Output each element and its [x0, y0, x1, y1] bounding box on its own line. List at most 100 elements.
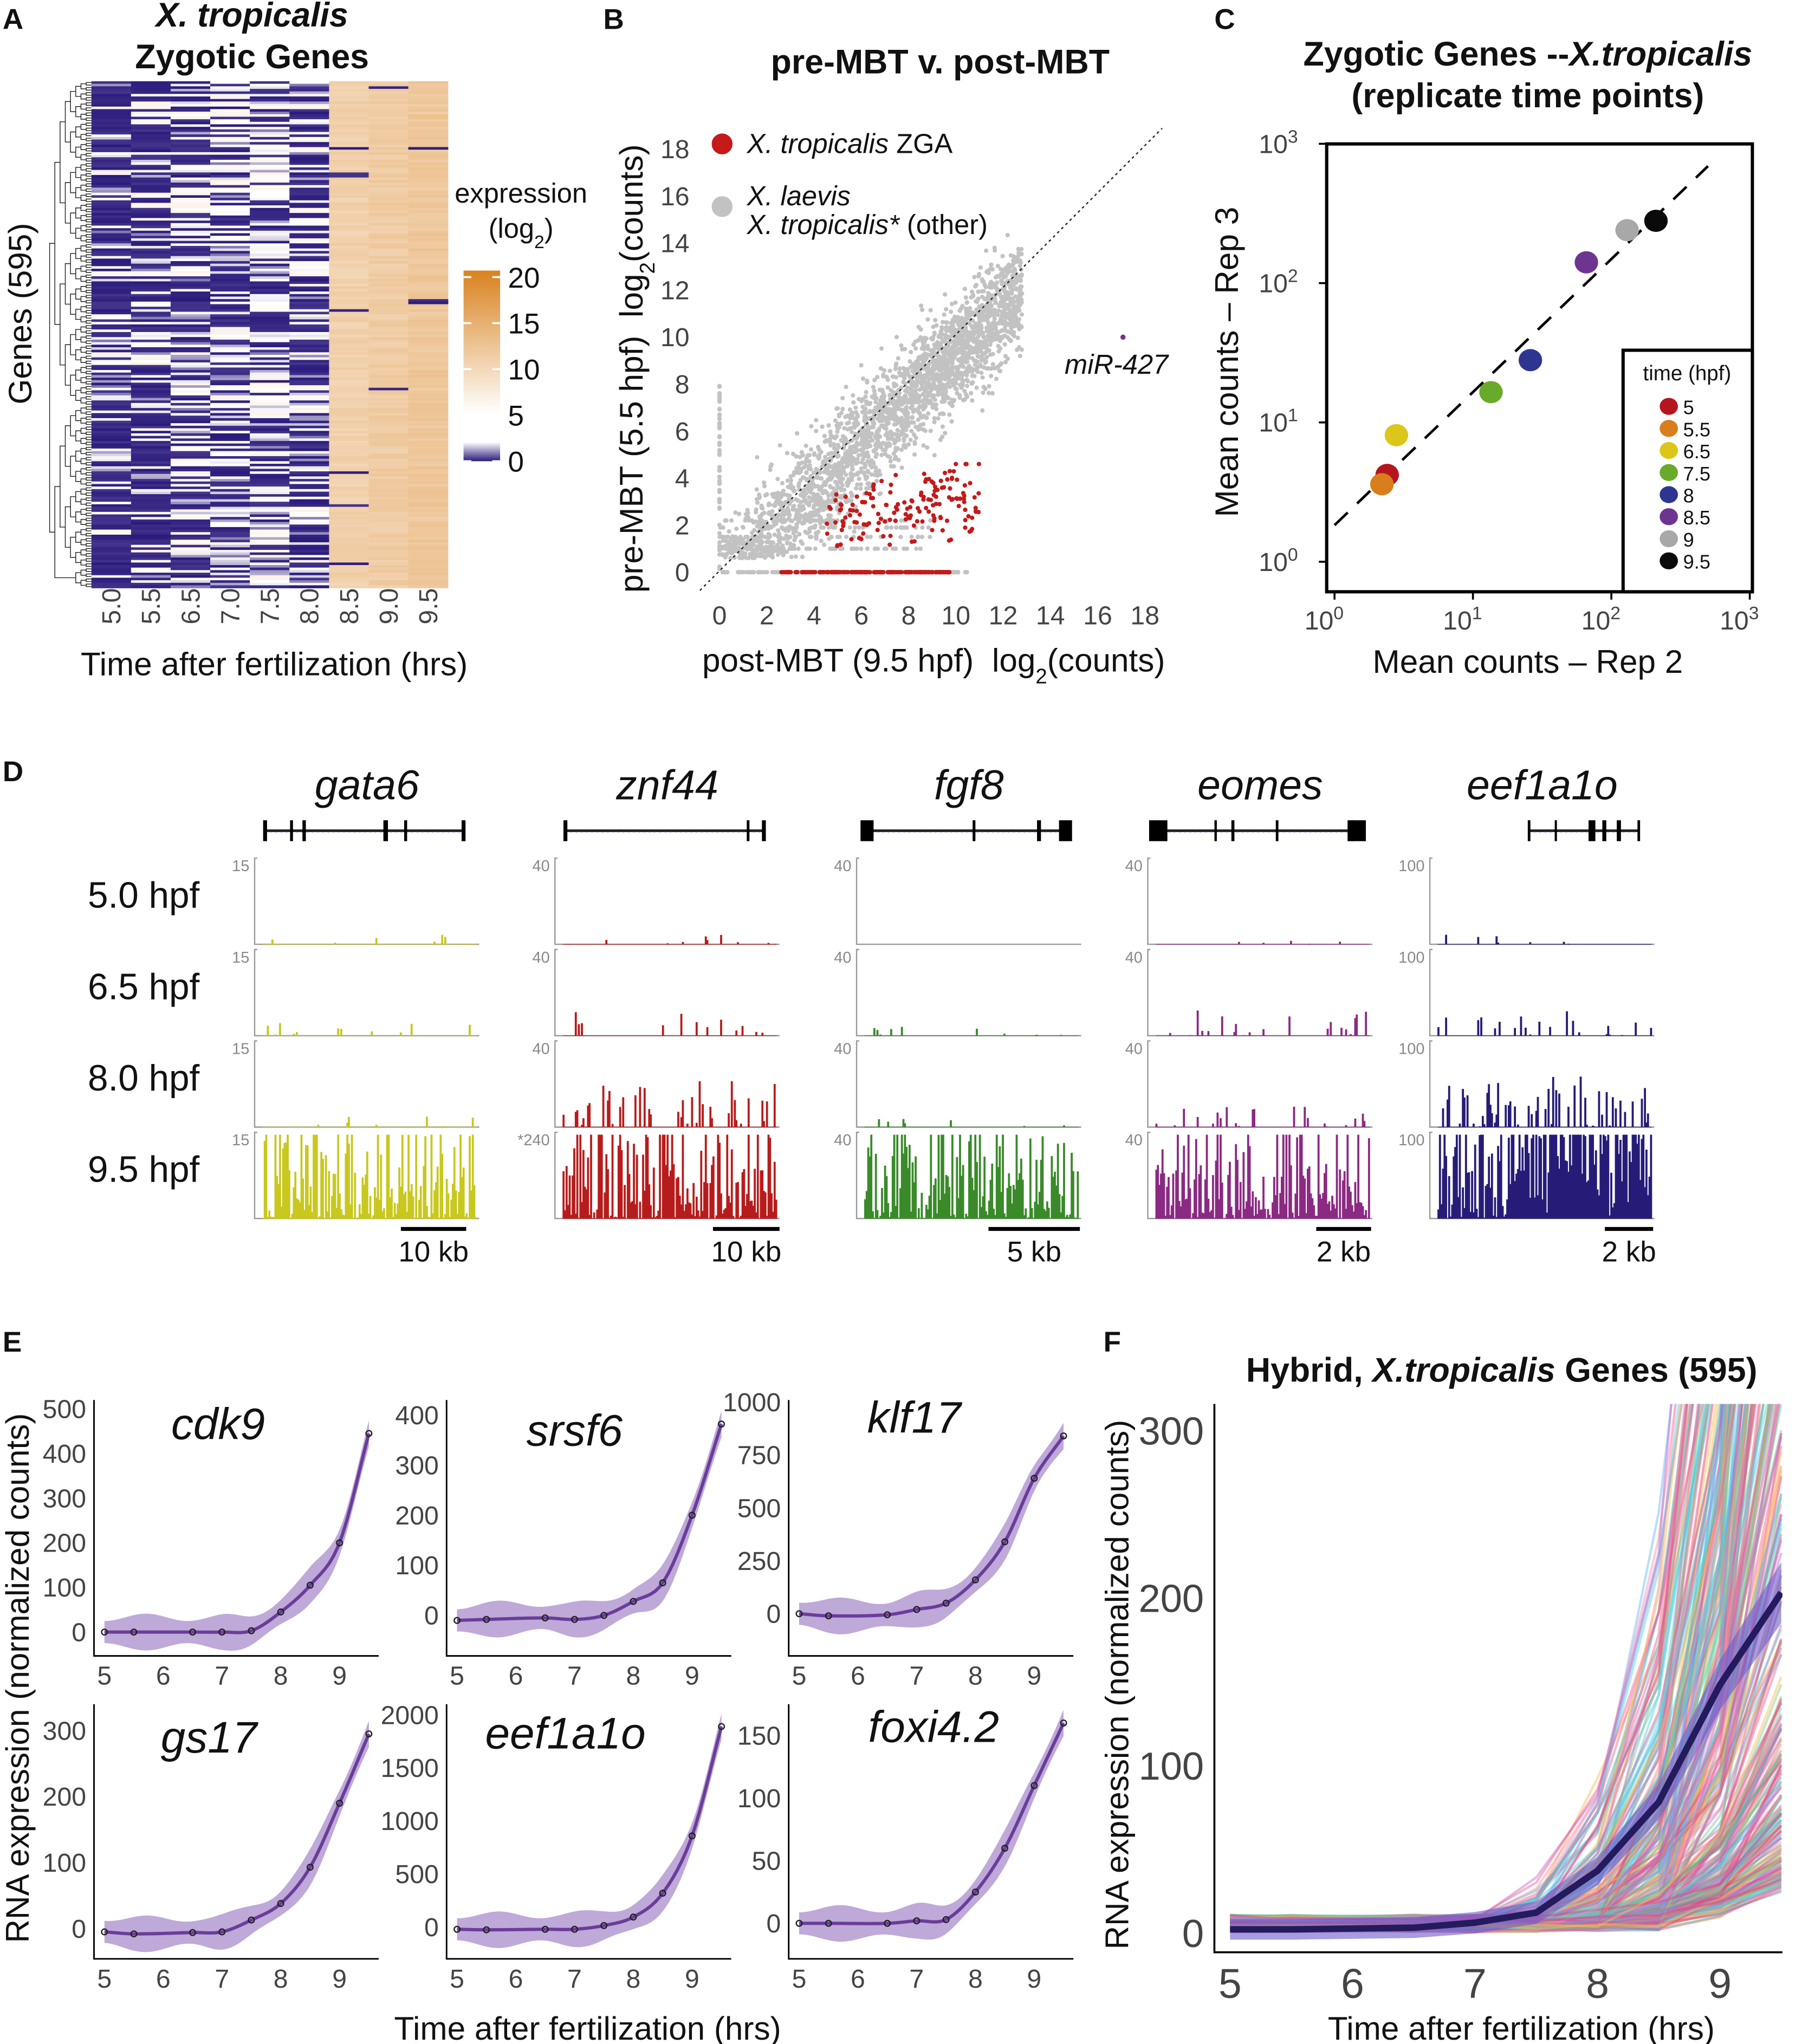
heatmap-cell [329, 192, 370, 196]
gray-point [975, 369, 980, 374]
heatmap-cell [210, 251, 250, 254]
heatmap-cell [329, 159, 370, 163]
gray-point [879, 346, 884, 351]
heatmap-cell [250, 210, 290, 213]
heatmap-cell [289, 215, 330, 219]
heatmap-cell [329, 575, 370, 579]
xlabel-text: post-MBT (9.5 hpf) [702, 641, 974, 678]
heatmap-cell [170, 104, 211, 107]
heatmap-cell [289, 94, 330, 97]
heatmap-cell [131, 433, 171, 437]
heatmap-cell [250, 372, 290, 376]
heatmap-cell [210, 544, 250, 548]
heatmap-cell [210, 349, 250, 353]
heatmap-cell [91, 451, 132, 455]
gray-point [1002, 342, 1007, 347]
heatmap-cell [250, 261, 290, 264]
heatmap-cell [91, 560, 132, 563]
heatmap-cell [408, 433, 449, 437]
heatmap-cell [131, 577, 171, 581]
gray-point [969, 391, 974, 395]
heatmap-cell [210, 438, 250, 442]
gray-point [876, 444, 881, 449]
gray-point [804, 470, 809, 475]
heatmap-cell [91, 132, 132, 135]
heatmap-cell [91, 207, 132, 211]
heatmap-cell [408, 180, 449, 183]
heatmap-cell [250, 537, 290, 541]
heatmap-cell [329, 223, 370, 226]
heatmap-cell [289, 319, 330, 322]
heatmap-cell [368, 337, 409, 340]
heatmap-cell [170, 271, 211, 275]
dendrogram-branch [86, 107, 92, 111]
heatmap-cell [250, 112, 290, 115]
heatmap-cell [210, 502, 250, 505]
gray-point [862, 434, 867, 439]
heatmap-cell [289, 89, 330, 92]
dendrogram-branch [80, 539, 87, 546]
heatmap-cell [250, 433, 290, 437]
heatmap-cell [250, 286, 290, 290]
gray-point [998, 320, 1003, 326]
dendrogram-branch [80, 83, 87, 89]
gray-point [892, 432, 897, 437]
heatmap-cell [91, 423, 132, 426]
heatmap-cell [329, 278, 370, 282]
gray-point [896, 434, 900, 439]
heatmap-cell [329, 524, 370, 528]
gray-point [908, 420, 912, 425]
heatmap-cell [289, 565, 330, 568]
gray-point [859, 399, 864, 404]
gray-point [943, 431, 948, 436]
dendrogram-branch [75, 572, 81, 583]
heatmap-cell [210, 291, 250, 295]
heatmap-cell [210, 570, 250, 573]
heatmap-cell [91, 210, 132, 213]
heatmap-cell [289, 258, 330, 262]
heatmap-cell [329, 276, 370, 280]
heatmap-cell [329, 471, 370, 475]
heatmap-cell [408, 223, 449, 226]
heatmap-cell [289, 185, 330, 189]
heatmap-cell [329, 514, 370, 517]
gray-point [793, 529, 798, 534]
heatmap-cell [210, 557, 250, 561]
heatmap-cell [250, 124, 290, 127]
gray-point [819, 484, 825, 489]
gray-point [973, 321, 978, 326]
heatmap-cell [170, 205, 211, 209]
heatmap-cell [329, 403, 370, 406]
gray-point [872, 546, 877, 551]
gray-point [939, 326, 944, 332]
gray-point [974, 385, 979, 390]
heatmap-cell [408, 104, 449, 107]
heatmap-cell [170, 527, 211, 530]
dendrogram-branch [86, 148, 92, 152]
heatmap-cell [408, 334, 449, 338]
dendrogram-branch [70, 536, 76, 558]
heatmap-cell [329, 453, 370, 457]
heatmap-cell [329, 446, 370, 449]
heatmap-cell [131, 395, 171, 399]
heatmap-cell [329, 304, 370, 307]
gray-point [852, 525, 858, 530]
heatmap-cell [250, 547, 290, 550]
heatmap-cell [408, 278, 449, 282]
gray-point [767, 501, 772, 506]
gray-point [826, 513, 831, 518]
gray-point [975, 359, 980, 364]
heatmap-cell [170, 375, 211, 378]
heatmap-cell [329, 375, 370, 378]
gray-point [787, 525, 792, 530]
heatmap-cell [170, 278, 211, 282]
heatmap-cell [210, 390, 250, 393]
heatmap-cell [289, 187, 330, 191]
dendrogram-branch [80, 276, 87, 282]
heatmap-cell [250, 403, 290, 406]
gray-point [928, 390, 932, 395]
heatmap-cell [250, 413, 290, 416]
gray-point [874, 395, 879, 400]
gray-point [1019, 312, 1025, 317]
heatmap-cell [210, 451, 250, 455]
